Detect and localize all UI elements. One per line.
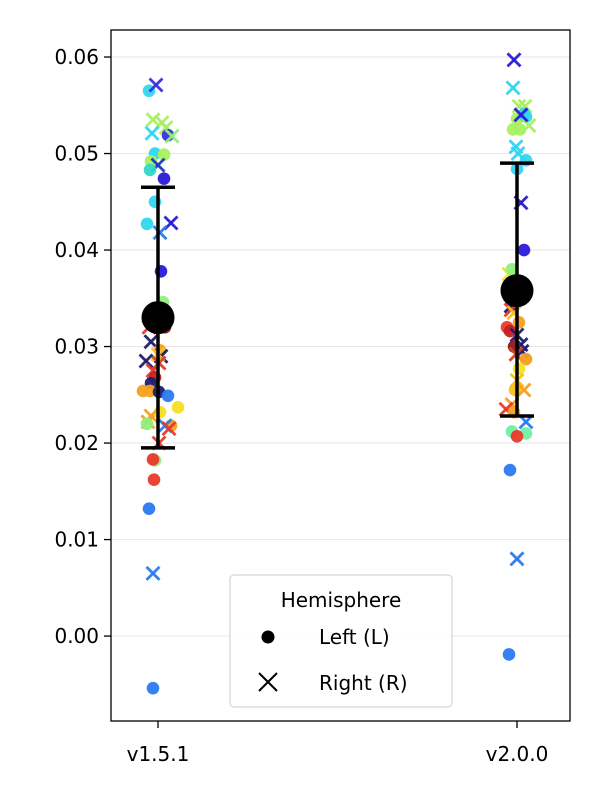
data-point-right (513, 107, 529, 123)
grid-lines (111, 56, 570, 637)
data-point-left (503, 324, 517, 338)
data-point-left (147, 473, 161, 487)
plot-frame (110, 29, 571, 722)
data-point-right (506, 52, 522, 68)
data-point-right (509, 551, 525, 567)
legend: Hemisphere Left (L) Right (R) (229, 574, 453, 708)
legend-box (229, 574, 453, 708)
x-axis: v1.5.1 v2.0.0 (127, 721, 549, 766)
legend-right-marker (258, 672, 278, 692)
data-point-left (505, 263, 519, 276)
data-point-left (143, 163, 157, 177)
y-tick-label: 0.00 (54, 624, 99, 648)
data-point-left (503, 463, 517, 477)
data-point-left (512, 362, 526, 376)
data-point-left (519, 352, 533, 366)
data-point-right (148, 77, 164, 93)
data-points (136, 52, 537, 695)
data-point-right (152, 225, 168, 241)
y-tick-label: 0.05 (54, 142, 99, 166)
data-point-left (502, 648, 516, 661)
data-point-right (138, 353, 154, 369)
data-point-left (142, 502, 156, 515)
data-point-right (143, 334, 159, 350)
data-point-left (513, 123, 527, 136)
data-point-left (510, 430, 524, 443)
summary-markers (141, 161, 534, 450)
data-point-left (140, 417, 154, 431)
legend-title: Hemisphere (281, 588, 402, 612)
y-axis: 0.00 0.01 0.02 0.03 0.04 0.05 0.06 (54, 45, 111, 648)
data-point-right (145, 112, 161, 128)
data-point-left (140, 217, 154, 231)
data-point-left (157, 172, 171, 185)
data-point-left (171, 401, 185, 414)
data-point-right (144, 125, 160, 141)
y-tick-label: 0.02 (54, 431, 99, 455)
data-point-right (164, 128, 180, 144)
y-tick-label: 0.06 (54, 45, 99, 69)
data-point-left (146, 681, 160, 695)
legend-right-label: Right (R) (319, 671, 408, 695)
x-tick-label: v2.0.0 (486, 742, 549, 766)
y-tick-label: 0.01 (54, 528, 99, 552)
data-point-right (505, 80, 521, 96)
data-point-right (161, 421, 177, 437)
x-tick-label: v1.5.1 (127, 742, 190, 766)
data-point-left (517, 243, 531, 257)
mean-marker (141, 301, 175, 335)
data-point-left (161, 389, 175, 403)
legend-left-label: Left (L) (319, 625, 390, 649)
data-point-right (145, 565, 161, 581)
data-point-left (157, 148, 171, 161)
data-point-right (516, 382, 532, 398)
legend-left-marker (261, 630, 275, 644)
y-tick-label: 0.04 (54, 238, 99, 262)
mean-marker (500, 274, 534, 308)
y-tick-label: 0.03 (54, 335, 99, 359)
data-point-left (146, 453, 160, 466)
